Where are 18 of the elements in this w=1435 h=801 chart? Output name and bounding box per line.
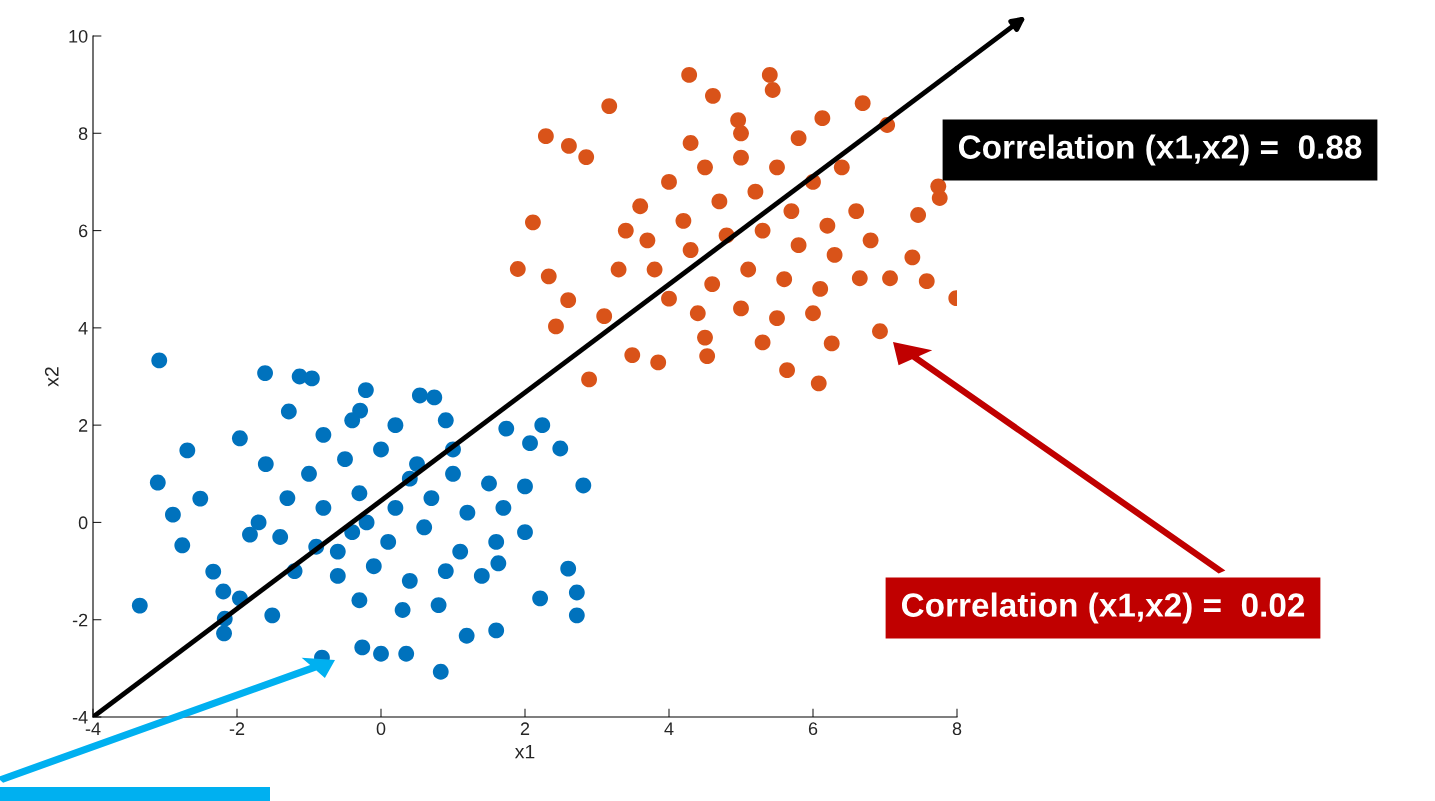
- x-tick-label: 2: [520, 722, 530, 735]
- x-tick-label: 4: [664, 722, 674, 735]
- x-axis-title: x1: [514, 744, 535, 759]
- y-axis-title: x2: [44, 367, 59, 387]
- y-tick-label: -2: [72, 613, 88, 627]
- y-tick-label: 6: [79, 224, 88, 238]
- y-tick-label: 0: [78, 516, 88, 530]
- text: Correlation (x1,x2) = 0.88: [958, 134, 1362, 166]
- y-tick-label: 10: [69, 29, 88, 43]
- y-tick-label: 8: [78, 127, 88, 141]
- y-tick-label: 2: [79, 419, 88, 432]
- x-tick-label: 0: [376, 722, 386, 736]
- x-tick-label: -2: [229, 722, 245, 735]
- y-tick-label: -4: [72, 711, 88, 724]
- x-tick-label: 8: [952, 722, 962, 736]
- x-tick-label: 6: [808, 722, 818, 736]
- annotation: Correlation (x1,x2) = 0.02: [901, 592, 1305, 624]
- y-tick-label: 4: [78, 321, 88, 335]
